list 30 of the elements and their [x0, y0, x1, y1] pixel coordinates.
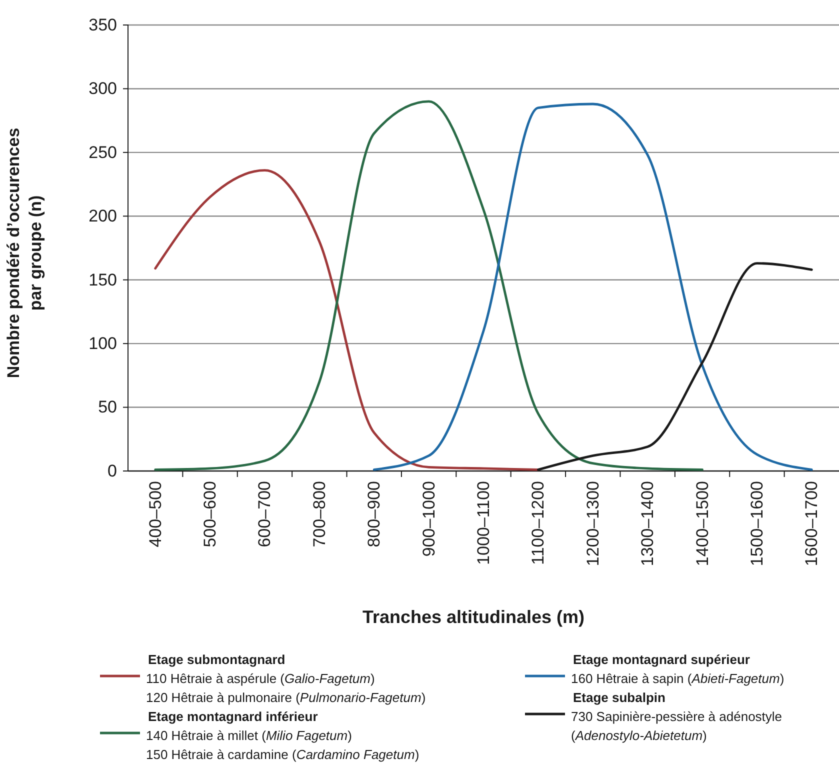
line-series: [372, 102, 813, 471]
x-tick-label: 400–500: [146, 481, 165, 548]
y-tick-label: 50: [98, 398, 117, 417]
y-tick-label: 0: [108, 461, 117, 480]
x-tick-label: 1200–1300: [583, 481, 602, 566]
y-tick-label: 200: [88, 206, 117, 226]
line-series: [154, 169, 540, 471]
x-tick-label: 700–800: [310, 481, 329, 548]
x-tick-label: 1600–1700: [802, 481, 822, 566]
x-tick-label: 600–700: [255, 481, 274, 548]
y-axis-title: Nombre pondéré d’occurences par groupe (n): [4, 128, 45, 378]
x-tick-label: 900–1000: [419, 481, 438, 557]
y-tick-label: 150: [88, 270, 117, 290]
x-tick-label: 1300–1400: [638, 481, 658, 566]
x-axis-title: Tranches altitudinales (m): [362, 607, 585, 627]
y-tick-label: 250: [88, 142, 117, 162]
x-tick-label: 1400–1500: [692, 481, 712, 566]
y-tick-label: 100: [88, 334, 117, 354]
legend-label: Etage subalpin 730 Sapinière-pessière à adénostyle (Adenostylo-Abietetum): [571, 690, 782, 744]
x-tick-label: 500–600: [200, 481, 220, 548]
text: Etage montagnard inférieur 140 Hêtraie à millet (Milio Fagetum) 150 Hêtraie à cardamine (Cardamino Fagetum): [146, 709, 420, 762]
line-series: [154, 100, 704, 471]
y-tick-label: 350: [88, 15, 117, 34]
legend-label: Etage montagnard supérieur 160 Hêtraie à sapin (Abieti-Fagetum): [571, 652, 784, 686]
y-tick-label: 300: [88, 79, 117, 98]
x-tick-label: 1000–1100: [474, 481, 493, 565]
text: Etage submontagnard 110 Hêtraie à aspérule (Galio-Fagetum) 120 Hêtraie à pulmonaire (Pulmonario-Fagetum): [146, 652, 426, 706]
x-tick-label: 1500–1600: [747, 481, 766, 566]
x-tick-label: 1100–1200: [528, 481, 548, 565]
x-tick-label: 800–900: [364, 481, 384, 548]
